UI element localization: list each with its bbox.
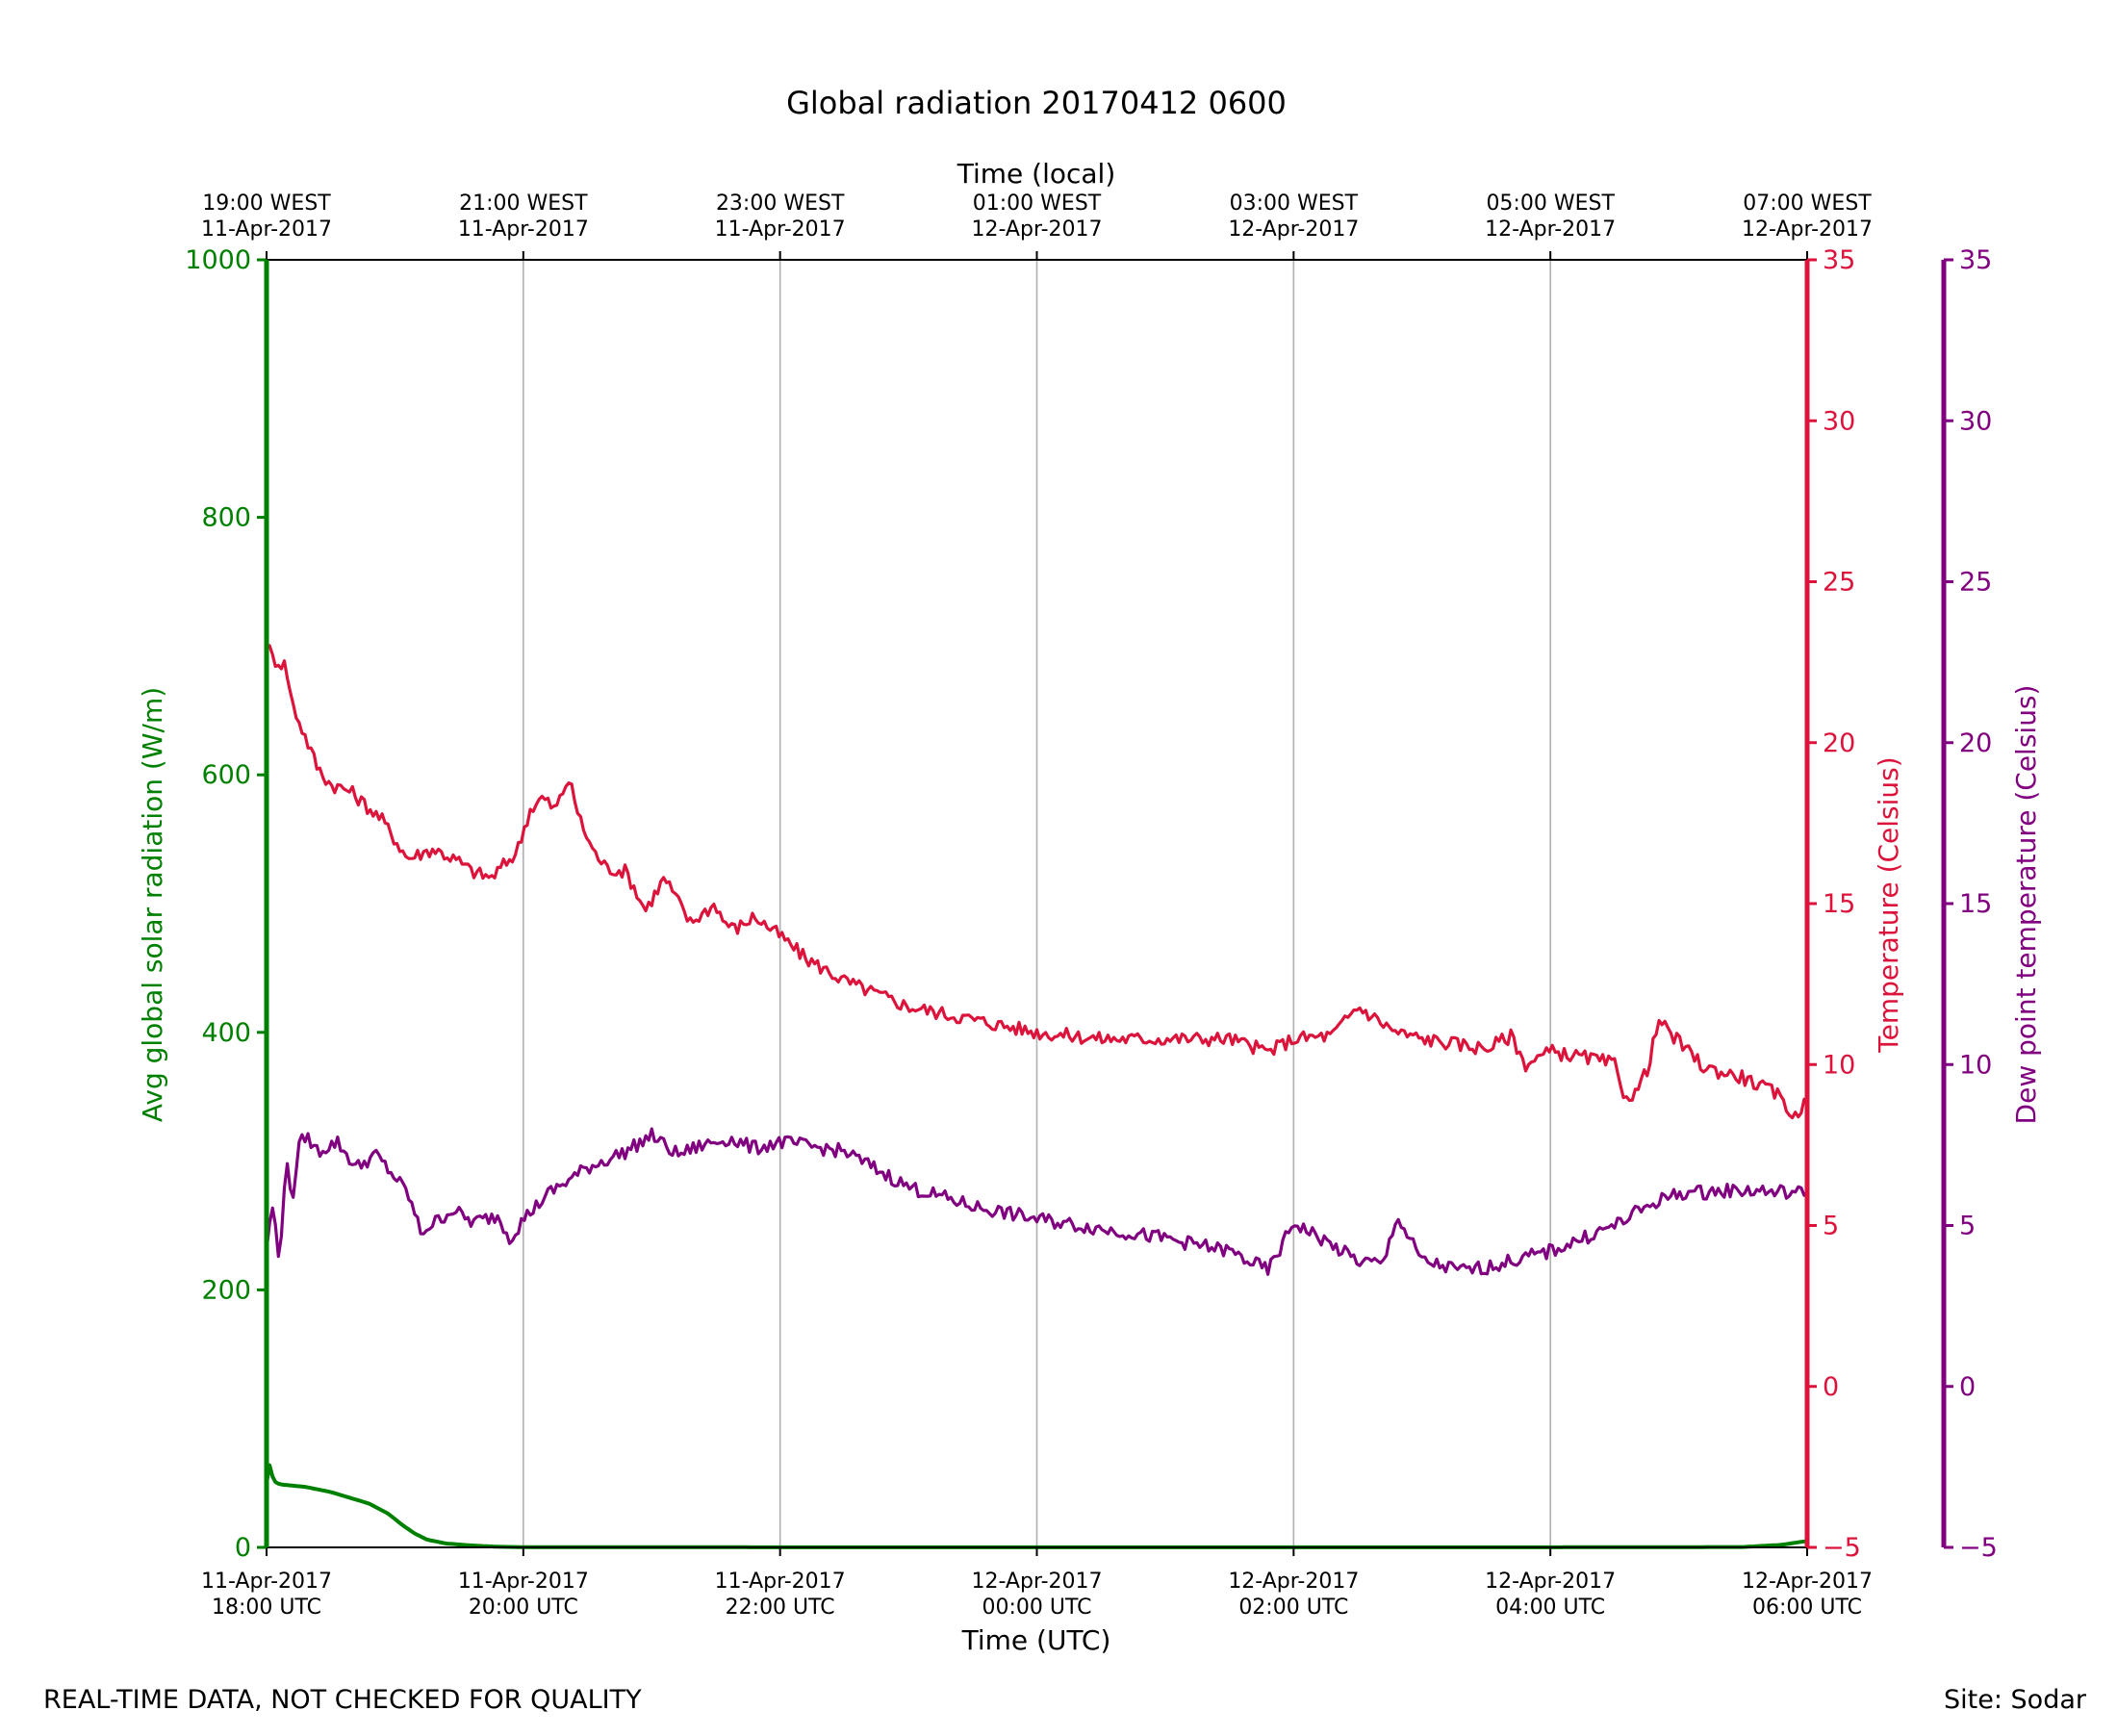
x-tick-label-top: 11-Apr-2017 (201, 217, 332, 242)
footer-site: Site: Sodar (1944, 1685, 2087, 1715)
bottom-axis-label: Time (UTC) (961, 1624, 1111, 1656)
x-tick-label-bottom: 12-Apr-2017 (1742, 1570, 1873, 1594)
dewpoint-axis-label: Dew point temperature (Celsius) (2010, 685, 2042, 1125)
radiation-tick-label: 400 (201, 1018, 251, 1048)
radiation-tick-label: 600 (201, 760, 251, 790)
radiation-tick-label: 1000 (185, 245, 251, 275)
x-tick-label-bottom: 12-Apr-2017 (1228, 1570, 1359, 1594)
x-tick-label-bottom: 18:00 UTC (212, 1596, 321, 1620)
temperature-tick-label: 25 (1823, 568, 1855, 598)
temperature-tick-label: 20 (1823, 728, 1855, 758)
dewpoint-tick-label: −5 (1959, 1533, 1998, 1563)
top-axis-label: Time (local) (956, 158, 1116, 190)
temperature-axis-label: Temperature (Celsius) (1873, 756, 1904, 1053)
x-tick-label-bottom: 11-Apr-2017 (715, 1570, 846, 1594)
x-tick-label-bottom: 11-Apr-2017 (458, 1570, 589, 1594)
x-tick-label-top: 23:00 WEST (716, 191, 845, 216)
dewpoint-tick-label: 0 (1959, 1372, 1976, 1402)
x-tick-label-bottom: 20:00 UTC (469, 1596, 578, 1620)
x-tick-label-top: 12-Apr-2017 (971, 217, 1102, 242)
temperature-tick-label: 30 (1823, 406, 1855, 436)
dewpoint-tick-label: 30 (1959, 406, 1992, 436)
x-tick-label-top: 12-Apr-2017 (1228, 217, 1359, 242)
x-tick-label-top: 07:00 WEST (1743, 191, 1872, 216)
radiation-tick-label: 200 (201, 1275, 251, 1305)
x-tick-label-top: 12-Apr-2017 (1485, 217, 1616, 242)
x-tick-label-top: 11-Apr-2017 (715, 217, 846, 242)
dewpoint-tick-label: 15 (1959, 889, 1992, 919)
radiation-tick-label: 800 (201, 503, 251, 533)
temperature-tick-label: 15 (1823, 889, 1855, 919)
x-tick-label-bottom: 12-Apr-2017 (971, 1570, 1102, 1594)
x-tick-label-bottom: 04:00 UTC (1495, 1596, 1605, 1620)
temperature-tick-label: 35 (1823, 245, 1855, 275)
dewpoint-series-line (265, 1127, 1808, 1276)
temperature-tick-label: −5 (1823, 1533, 1861, 1563)
temperature-tick-label: 0 (1823, 1372, 1839, 1402)
x-tick-label-top: 11-Apr-2017 (458, 217, 589, 242)
x-tick-label-bottom: 00:00 UTC (982, 1596, 1091, 1620)
chart-title: Global radiation 20170412 0600 (786, 85, 1287, 121)
x-tick-label-top: 19:00 WEST (202, 191, 331, 216)
grid-lines (523, 260, 1551, 1547)
dewpoint-tick-label: 20 (1959, 728, 1992, 758)
x-tick-label-bottom: 22:00 UTC (726, 1596, 835, 1620)
dewpoint-tick-label: 10 (1959, 1050, 1992, 1080)
x-tick-label-bottom: 06:00 UTC (1752, 1596, 1862, 1620)
dewpoint-tick-label: 35 (1959, 245, 1992, 275)
dewpoint-tick-label: 5 (1959, 1212, 1976, 1241)
footer-quality-note: REAL-TIME DATA, NOT CHECKED FOR QUALITY (43, 1685, 642, 1715)
dewpoint-tick-label: 25 (1959, 568, 1992, 598)
radiation-tick-label: 0 (235, 1533, 251, 1563)
x-tick-label-top: 05:00 WEST (1486, 191, 1615, 216)
x-tick-label-top: 21:00 WEST (459, 191, 588, 216)
x-tick-label-top: 03:00 WEST (1230, 191, 1359, 216)
x-tick-label-bottom: 11-Apr-2017 (201, 1570, 332, 1594)
temperature-series-line (265, 644, 1809, 1120)
radiation-axis-label: Avg global solar radiation (W/m) (137, 687, 168, 1122)
temperature-tick-label: 5 (1823, 1212, 1839, 1241)
x-tick-label-bottom: 02:00 UTC (1238, 1596, 1348, 1620)
x-tick-label-top: 01:00 WEST (973, 191, 1102, 216)
x-tick-label-top: 12-Apr-2017 (1742, 217, 1873, 242)
x-tick-label-bottom: 12-Apr-2017 (1485, 1570, 1616, 1594)
temperature-tick-label: 10 (1823, 1050, 1855, 1080)
